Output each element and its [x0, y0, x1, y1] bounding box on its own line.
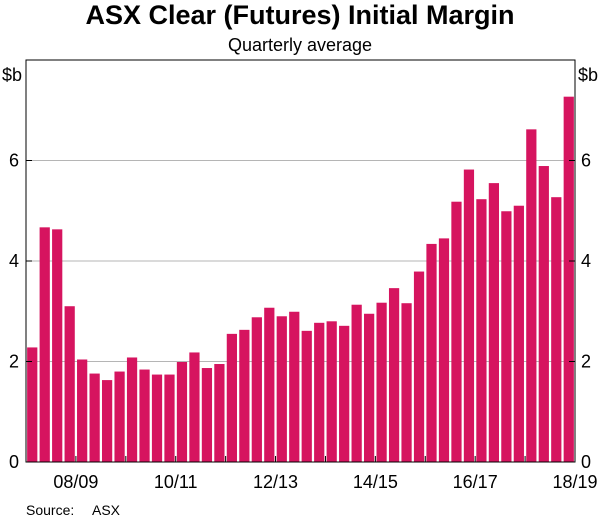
bar: [139, 369, 150, 462]
y-tick-label-left: 2: [9, 352, 19, 372]
y-axis-unit-left: $b: [2, 65, 22, 85]
source-value: ASX: [92, 502, 121, 518]
bar: [289, 311, 300, 462]
bar: [451, 201, 462, 462]
bar: [351, 304, 362, 462]
tick-marks: [26, 160, 575, 463]
bars: [27, 96, 574, 463]
y-tick-label-right: 4: [581, 251, 591, 271]
bar: [551, 197, 562, 462]
x-tick-label: 08/09: [53, 472, 98, 492]
chart-title: ASX Clear (Futures) Initial Margin: [85, 0, 514, 30]
y-tick-label-left: 0: [9, 452, 19, 472]
bar: [314, 322, 325, 462]
bar: [513, 205, 524, 462]
source-label: Source:: [26, 502, 74, 518]
bar: [89, 373, 100, 462]
bar: [27, 347, 38, 462]
bar: [201, 368, 213, 462]
y-axis-unit-right: $b: [578, 65, 598, 85]
bar: [501, 211, 512, 462]
bar: [151, 374, 163, 462]
x-tick-labels: 08/09 10/11 12/13 14/15 16/17 18/19: [53, 472, 597, 492]
bar: [364, 313, 375, 462]
bar: [476, 199, 487, 462]
bar: [438, 238, 450, 462]
bar: [301, 330, 312, 462]
chart-subtitle: Quarterly average: [228, 35, 372, 55]
bar: [488, 183, 500, 463]
bar: [538, 166, 549, 462]
bar: [264, 307, 275, 462]
bar: [239, 329, 250, 462]
bar: [77, 359, 88, 462]
y-tick-label-right: 6: [581, 151, 591, 171]
bar: [114, 371, 125, 462]
bar: [388, 288, 400, 462]
bar: [563, 96, 574, 463]
bar: [326, 321, 337, 462]
bar: [526, 129, 537, 462]
bar: [339, 325, 350, 462]
bar: [226, 333, 237, 462]
bar: [214, 364, 225, 462]
y-tick-labels: 0 0 2 2 4 4 6 6: [9, 151, 591, 473]
bar: [52, 229, 63, 462]
y-tick-label-left: 6: [9, 151, 19, 171]
bar: [126, 357, 138, 462]
y-tick-label-left: 4: [9, 251, 19, 271]
x-tick-label: 10/11: [154, 472, 198, 492]
bar: [463, 169, 475, 463]
bar: [39, 227, 50, 462]
bar: [101, 380, 113, 462]
bar: [276, 316, 287, 462]
bar: [164, 374, 175, 462]
bar: [251, 317, 262, 462]
x-tick-label: 18/19: [552, 472, 597, 492]
bar: [401, 303, 412, 462]
x-tick-label: 12/13: [253, 472, 298, 492]
bar: [426, 243, 437, 462]
x-tick-label: 16/17: [453, 472, 498, 492]
bar: [189, 352, 200, 462]
x-tick-label: 14/15: [353, 472, 398, 492]
bar: [413, 271, 425, 462]
bar: [64, 306, 75, 462]
y-tick-label-right: 2: [581, 352, 591, 372]
y-tick-label-right: 0: [581, 452, 591, 472]
bar: [176, 362, 188, 462]
bar: [376, 302, 387, 462]
